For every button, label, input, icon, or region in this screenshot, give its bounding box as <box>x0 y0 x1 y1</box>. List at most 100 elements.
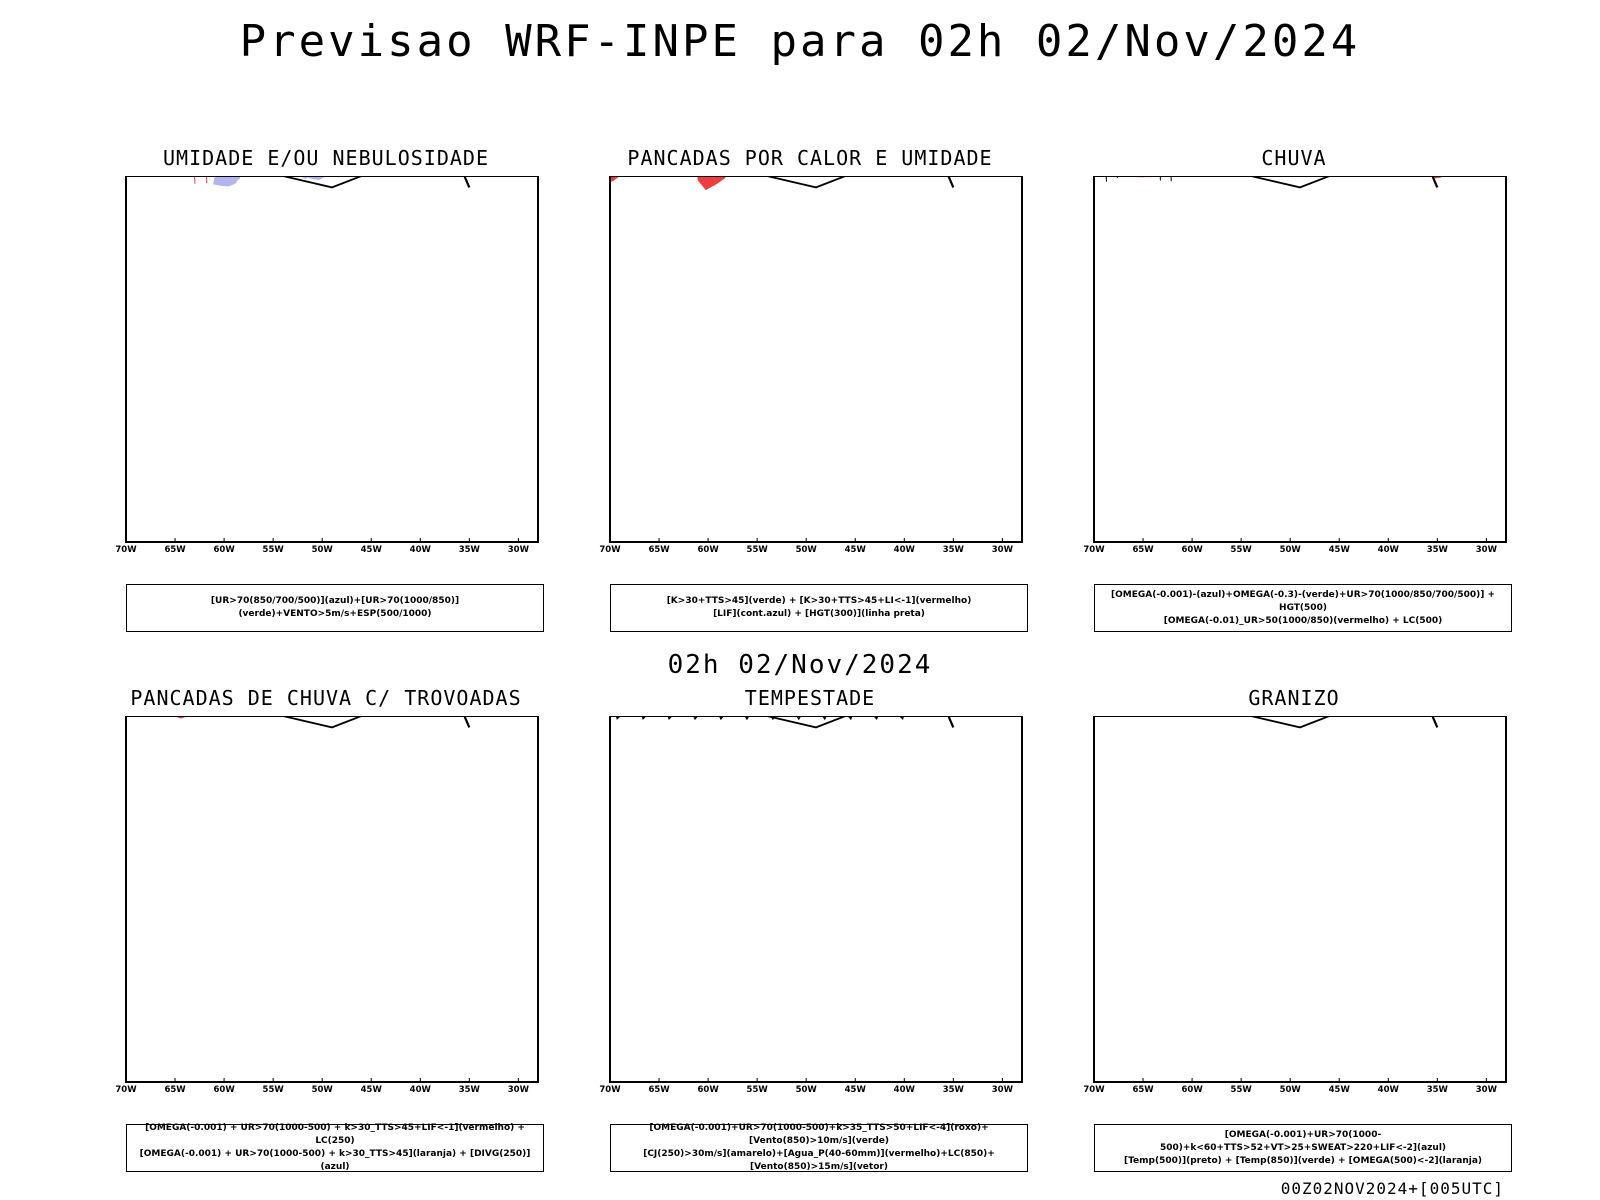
border-line <box>1210 176 1331 189</box>
map-frame <box>1093 716 1507 1083</box>
panel-tempestade: TEMPESTADE 12S15S18S21S24S27S30S33S36S39… <box>580 686 1080 1186</box>
map-frame <box>1093 176 1507 543</box>
lon-tick-label: 45W <box>845 545 867 555</box>
lon-tick-label: 40W <box>894 1085 916 1095</box>
panel-legend: [OMEGA(-0.001)-(azul)+OMEGA(-0.3)-(verde… <box>1094 584 1512 632</box>
border-line <box>726 176 847 189</box>
lon-tick-label: 70W <box>599 545 621 555</box>
lon-tick-label: 55W <box>263 1085 285 1095</box>
lon-tick-label: 50W <box>312 545 334 555</box>
wind-vector <box>822 716 827 721</box>
wind-vector <box>796 716 801 721</box>
map-frame <box>609 716 1023 1083</box>
wind-vector <box>875 716 878 720</box>
border-line <box>726 716 847 729</box>
footer-run-info: 00Z02NOV2024+[005UTC] <box>1280 1179 1504 1198</box>
lon-tick-label: 70W <box>115 545 137 555</box>
border-line <box>242 176 363 189</box>
legend-line: [OMEGA(-0.001)+UR>70(1000-500)+k<60+TTS>… <box>1159 1129 1447 1153</box>
map-chuva: 5825825795765795735765765795765675645611… <box>1064 176 1507 555</box>
lon-tick-label: 70W <box>115 1085 137 1095</box>
wind-vector <box>642 716 645 720</box>
heat-instability-area <box>610 176 620 183</box>
map-layers <box>96 716 471 796</box>
lon-tick-label: 50W <box>1280 545 1302 555</box>
legend-line: [OMEGA(-0.01)_UR>50(1000/850)(vermelho) … <box>1163 615 1443 626</box>
lon-tick-label: 70W <box>1083 545 1105 555</box>
lon-tick-label: 45W <box>361 545 383 555</box>
wind-vector <box>694 716 696 720</box>
lon-tick-label: 55W <box>747 1085 769 1095</box>
heat-instability-area <box>697 176 727 191</box>
map-frame <box>125 716 539 1083</box>
lon-tick-label: 40W <box>1378 1085 1400 1095</box>
lon-tick-label: 45W <box>1329 1085 1351 1095</box>
lon-tick-label: 65W <box>164 1085 186 1095</box>
map-tempestade: 12S15S18S21S24S27S30S33S36S39S42S70W65W6… <box>580 716 1023 1095</box>
lon-tick-label: 60W <box>1181 1085 1203 1095</box>
map-layers: 9600960095209520960095209360944094409520… <box>610 176 955 191</box>
panel-title: GRANIZO <box>1248 686 1340 710</box>
panel-legend: [OMEGA(-0.001)+UR>70(1000-500)+k>35_TTS>… <box>610 1123 1028 1172</box>
lon-tick-label: 35W <box>943 1085 965 1095</box>
lon-tick-label: 65W <box>648 545 670 555</box>
lon-tick-label: 55W <box>1231 1085 1253 1095</box>
wind-vector <box>616 716 619 720</box>
axes: 12S15S18S21S24S27S30S33S36S39S42S70W65W6… <box>599 716 1023 1095</box>
legend-line: [CJ(250)>30m/s](amarelo)+[Agua_P(40-60mm… <box>643 1149 995 1172</box>
lon-tick-label: 70W <box>599 1085 621 1095</box>
lon-tick-label: 65W <box>1132 545 1154 555</box>
legend-line: [OMEGA(-0.001) + UR>70(1000-500) + k>30_… <box>145 1123 525 1146</box>
panel-title: PANCADAS POR CALOR E UMIDADE <box>627 146 993 170</box>
panel-title: UMIDADE E/OU NEBULOSIDADE <box>162 146 490 170</box>
map-trovoadas: 12S15S18S21S24S27S30S33S36S39S42S70W65W6… <box>96 716 539 1095</box>
lon-tick-label: 35W <box>943 545 965 555</box>
lon-tick-label: 45W <box>361 1085 383 1095</box>
wind-vector <box>823 716 826 720</box>
panel-chuva: CHUVA 5825825795765795735765765795765675… <box>1064 146 1564 646</box>
map-layers: 582582579576579573576576579576567564561 <box>1064 176 1446 256</box>
lon-tick-label: 40W <box>1378 545 1400 555</box>
axes: 12S15S18S21S24S27S30S33S36S39S42S70W65W6… <box>115 716 539 1095</box>
axes: 12S15S18S21S24S27S30S33S36S39S42S70W65W6… <box>1083 176 1507 555</box>
map-layers: 1012100810121016101610201024102810041008… <box>172 176 471 189</box>
coastline-pacific <box>580 716 607 796</box>
lon-tick-label: 70W <box>1083 1085 1105 1095</box>
coastline-pacific <box>96 716 123 796</box>
lon-tick-label: 40W <box>410 1085 432 1095</box>
coastline-pacific <box>1064 176 1091 256</box>
lon-tick-label: 30W <box>1476 545 1498 555</box>
lon-tick-label: 30W <box>1476 1085 1498 1095</box>
panel-legend: [OMEGA(-0.001) + UR>70(1000-500) + k>30_… <box>126 1123 544 1172</box>
lon-tick-label: 45W <box>1329 545 1351 555</box>
wind-vector <box>668 716 671 720</box>
mid-title: 02h 02/Nov/2024 <box>667 650 933 680</box>
lon-tick-label: 55W <box>747 545 769 555</box>
border-line <box>242 716 363 729</box>
lon-tick-label: 30W <box>508 545 530 555</box>
lon-tick-label: 30W <box>992 545 1014 555</box>
map-frame <box>609 176 1023 543</box>
map-pancadas-calor: 9600960095209520960095209360944094409520… <box>599 176 1023 555</box>
lon-tick-label: 60W <box>213 545 235 555</box>
lon-tick-label: 60W <box>213 1085 235 1095</box>
lon-tick-label: 55W <box>1231 545 1253 555</box>
main-title: Previsao WRF-INPE para 02h 02/Nov/2024 <box>239 16 1361 67</box>
legend-line: [OMEGA(-0.001) + UR>70(1000-500) + k>30_… <box>139 1149 531 1172</box>
legend-line: [LIF](cont.azul) + [HGT(300)](linha pret… <box>713 609 925 619</box>
lon-tick-label: 35W <box>459 1085 481 1095</box>
legend-line: [K>30+TTS>45](verde) + [K>30+TTS>45+LI<-… <box>666 596 972 606</box>
lon-tick-label: 65W <box>164 545 186 555</box>
panel-title: PANCADAS DE CHUVA C/ TROVOADAS <box>130 686 522 710</box>
legend-line: [OMEGA(-0.001)+UR>70(1000-500)+k>35_TTS>… <box>649 1123 989 1146</box>
panel-legend: [OMEGA(-0.001)+UR>70(1000-500)+k<60+TTS>… <box>1094 1124 1512 1172</box>
legend-line: [Temp(500)](preto) + [Temp(850)](verde) … <box>1123 1155 1483 1166</box>
lon-tick-label: 40W <box>894 545 916 555</box>
lon-tick-label: 50W <box>796 1085 818 1095</box>
wind-vector <box>744 716 750 721</box>
lon-tick-label: 40W <box>410 545 432 555</box>
wind-vector <box>718 716 724 721</box>
lon-tick-label: 60W <box>697 1085 719 1095</box>
legend-line: [OMEGA(-0.001)-(azul)+OMEGA(-0.3)-(verde… <box>1110 589 1496 613</box>
wind-vector <box>901 716 904 720</box>
